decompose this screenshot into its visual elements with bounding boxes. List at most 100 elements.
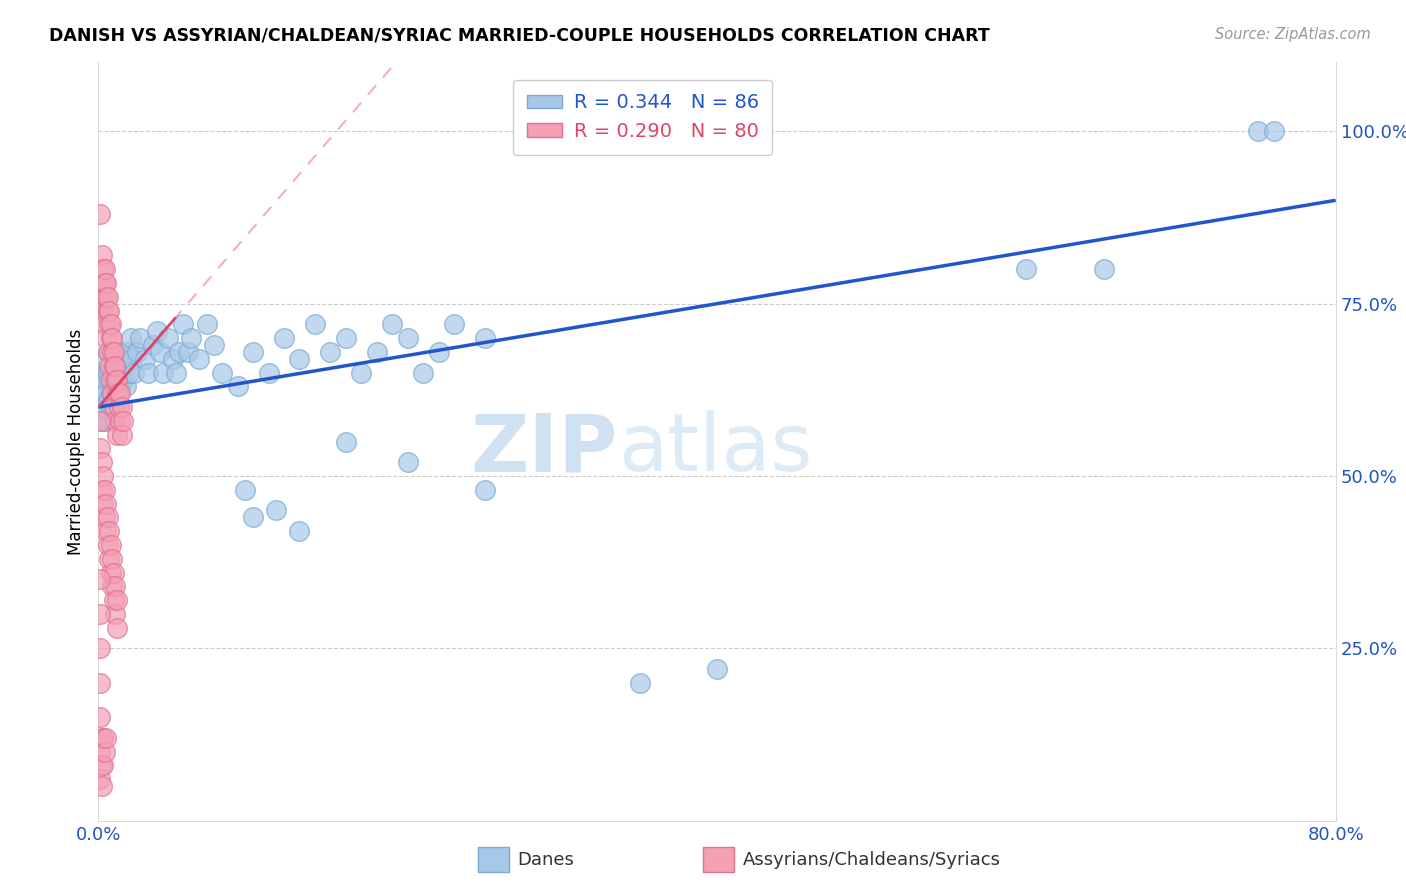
Point [107, 345, 129, 359]
Point [93, 262, 115, 277]
Point [97, 393, 120, 408]
Point [96, 386, 118, 401]
Point [233, 483, 257, 497]
Point [90, 779, 112, 793]
Point [89, 442, 111, 456]
Point [257, 366, 280, 380]
Point [381, 318, 404, 332]
Point [107, 386, 129, 401]
Point [180, 331, 202, 345]
Point [90, 366, 112, 380]
Point [96, 414, 118, 428]
Point [628, 675, 651, 690]
Point [111, 427, 132, 442]
Point [89, 710, 111, 724]
Point [104, 372, 127, 386]
Point [91, 469, 114, 483]
Point [89, 607, 111, 621]
Point [91, 758, 114, 772]
Point [89, 675, 111, 690]
Point [100, 538, 122, 552]
Point [121, 351, 143, 366]
Point [98, 303, 121, 318]
Legend: R = 0.344   N = 86, R = 0.290   N = 80: R = 0.344 N = 86, R = 0.290 N = 80 [513, 79, 772, 154]
Point [93, 400, 115, 414]
Point [1402, 276, 1406, 290]
Point [101, 386, 124, 401]
Point [103, 566, 125, 580]
Point [103, 359, 125, 373]
Point [177, 345, 200, 359]
Point [101, 331, 124, 345]
Point [103, 400, 125, 414]
Point [115, 379, 138, 393]
Point [101, 551, 124, 566]
Point [91, 731, 114, 745]
Point [396, 331, 419, 345]
Point [104, 607, 127, 621]
Point [103, 351, 125, 366]
Point [97, 366, 120, 380]
Point [118, 366, 141, 380]
Point [103, 593, 125, 607]
Text: Source: ZipAtlas.com: Source: ZipAtlas.com [1215, 27, 1371, 42]
Point [96, 731, 118, 745]
Point [101, 366, 124, 380]
Text: atlas: atlas [619, 410, 813, 488]
Text: DANISH VS ASSYRIAN/CHALDEAN/SYRIAC MARRIED-COUPLE HOUSEHOLDS CORRELATION CHART: DANISH VS ASSYRIAN/CHALDEAN/SYRIAC MARRI… [49, 27, 990, 45]
Point [96, 497, 118, 511]
Text: Assyrians/Chaldeans/Syriacs: Assyrians/Chaldeans/Syriacs [742, 851, 1000, 869]
Point [101, 345, 124, 359]
Y-axis label: Married-couple Households: Married-couple Households [66, 328, 84, 555]
Point [1263, 124, 1285, 138]
Point [112, 372, 135, 386]
Point [90, 758, 112, 772]
Point [105, 593, 128, 607]
Point [90, 414, 112, 428]
Point [104, 359, 127, 373]
Point [100, 372, 122, 386]
Point [93, 276, 115, 290]
Point [706, 662, 728, 676]
Point [98, 372, 121, 386]
Point [89, 745, 111, 759]
Point [98, 551, 121, 566]
Point [93, 510, 115, 524]
Point [93, 318, 115, 332]
Point [112, 414, 135, 428]
Text: ZIP: ZIP [471, 410, 619, 488]
Point [443, 318, 465, 332]
Point [120, 331, 142, 345]
Point [100, 386, 122, 401]
Point [93, 745, 115, 759]
Point [90, 455, 112, 469]
Point [111, 400, 132, 414]
Point [90, 400, 112, 414]
Point [105, 359, 128, 373]
Point [288, 524, 311, 538]
Point [89, 414, 111, 428]
Point [242, 345, 264, 359]
Point [103, 379, 125, 393]
Point [107, 366, 129, 380]
Point [91, 351, 114, 366]
Point [152, 366, 174, 380]
Point [304, 318, 326, 332]
Point [108, 379, 131, 393]
Point [117, 345, 139, 359]
Point [89, 386, 111, 401]
Point [195, 318, 218, 332]
Point [1015, 262, 1038, 277]
Point [90, 296, 112, 310]
Point [96, 276, 118, 290]
Point [89, 573, 111, 587]
Point [188, 351, 211, 366]
Point [90, 276, 112, 290]
Point [165, 366, 187, 380]
Point [111, 351, 132, 366]
Text: Danes: Danes [517, 851, 574, 869]
Point [100, 566, 122, 580]
Point [105, 621, 128, 635]
Point [97, 303, 120, 318]
Point [91, 290, 114, 304]
